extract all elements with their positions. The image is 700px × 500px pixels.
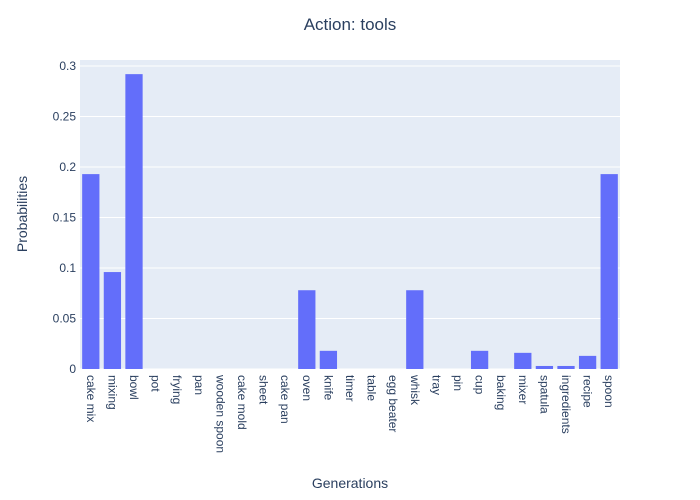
x-tick-label: spoon [602,375,616,408]
y-tick-label: 0.2 [59,160,76,174]
chart-title: Action: tools [304,15,397,34]
y-axis-title: Probabilities [14,176,30,252]
x-tick-label: bowl [127,375,141,400]
x-tick-label: spatula [537,375,551,414]
x-tick-label: recipe [581,375,595,408]
x-tick-label: mixing [105,375,119,410]
x-tick-label: pin [451,375,465,391]
x-tick-label: frying [170,375,184,404]
bar [125,74,143,369]
bar [103,272,122,369]
y-tick-label: 0.15 [53,211,77,225]
x-tick-label: cake mix [84,375,98,422]
y-tick-label: 0.25 [53,110,77,124]
x-tick-label: mixer [516,375,530,404]
x-tick-label: table [365,375,379,401]
x-tick-label: egg beater [386,375,400,432]
bar [298,290,316,369]
bar [514,352,532,369]
y-tick-label: 0.05 [53,312,77,326]
x-tick-label: ingredients [559,375,573,434]
bar [470,350,489,369]
x-tick-label: wooden spoon [213,374,227,453]
plot-background [80,60,620,369]
bar [406,290,424,369]
y-tick-label: 0 [69,362,76,376]
x-tick-label: oven [300,375,314,401]
bar [319,350,338,369]
x-tick-label: cake pan [278,375,292,424]
x-tick-label: tray [429,375,443,395]
y-tick-label: 0.3 [59,59,76,73]
x-tick-label: baking [494,375,508,410]
bar [557,365,575,369]
bar [600,174,618,369]
bar [535,365,554,369]
x-axis-title: Generations [312,475,388,491]
x-tick-label: cup [473,375,487,395]
bar [578,355,597,369]
x-tick-label: sheet [257,375,271,405]
x-tick-label: pot [149,375,163,392]
y-tick-label: 0.1 [59,261,76,275]
x-tick-label: whisk [408,374,422,406]
x-tick-label: pan [192,375,206,395]
bar [82,174,100,369]
x-tick-label: knife [321,375,335,401]
x-tick-label: cake mold [235,375,249,430]
x-tick-label: timer [343,375,357,402]
